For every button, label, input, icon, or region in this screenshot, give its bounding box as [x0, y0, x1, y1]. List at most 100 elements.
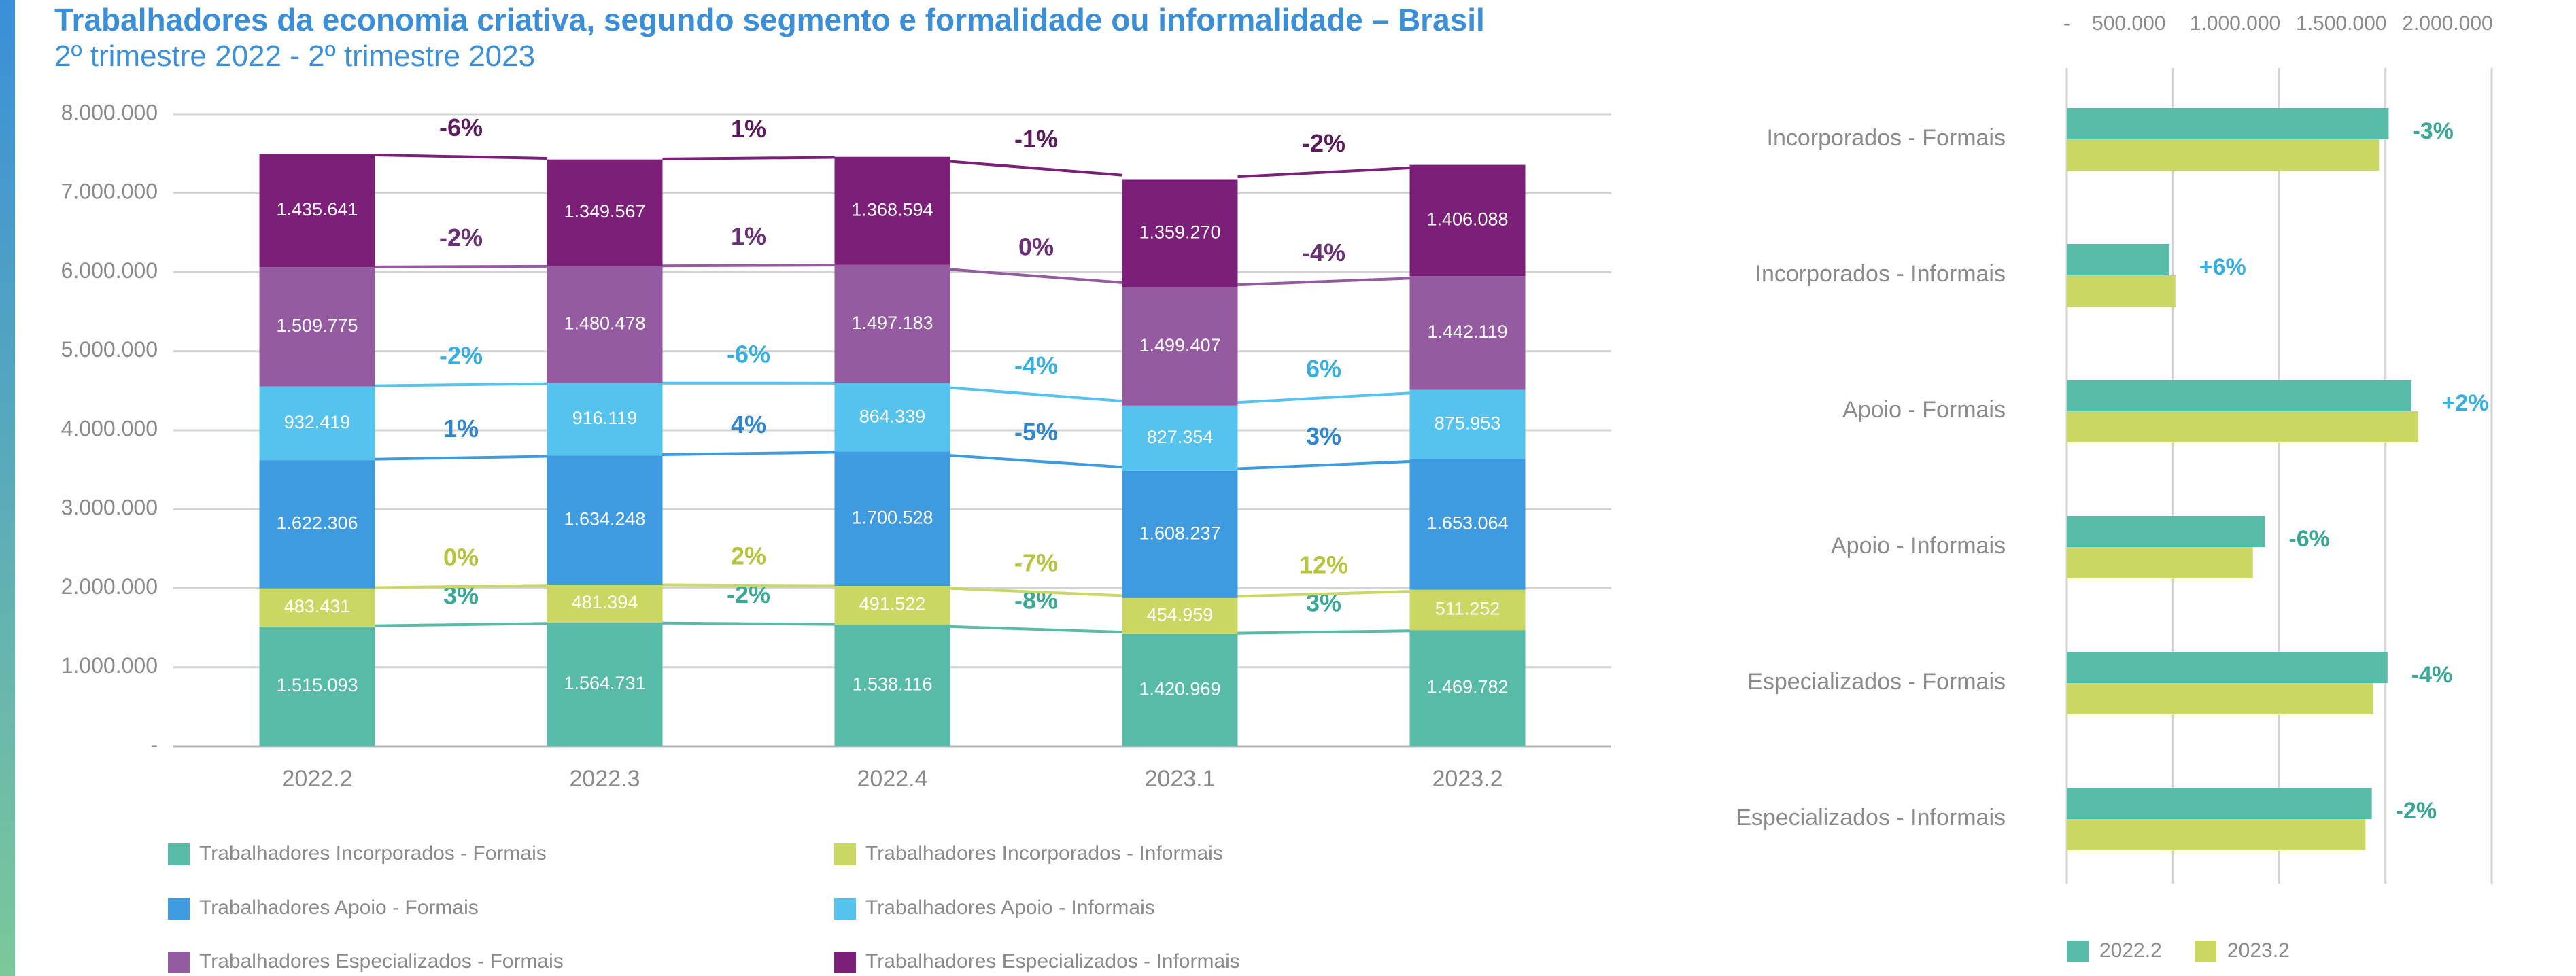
- accent-bar: [0, 0, 15, 976]
- x-tick-label: 1.500.000: [2296, 12, 2386, 35]
- trend-line: [375, 584, 547, 589]
- legend-swatch: [834, 898, 856, 920]
- stacked-bar-segment: [1409, 276, 1526, 390]
- horizontal-bar: [2067, 516, 2265, 547]
- segment-data-label: 1.349.567: [564, 201, 645, 222]
- change-label: +6%: [2199, 254, 2246, 280]
- x-tick-label: 2.000.000: [2402, 12, 2492, 35]
- horizontal-bar: [2067, 411, 2418, 442]
- change-label: 2%: [731, 542, 766, 570]
- change-label: 3%: [1306, 422, 1341, 450]
- horizontal-bar: [2067, 683, 2373, 714]
- horizontal-bar: [2067, 547, 2253, 578]
- change-label: -2%: [2396, 798, 2437, 824]
- change-label: 4%: [731, 411, 766, 438]
- stacked-bar-segment: [259, 267, 375, 387]
- x-tick-label: 2022.4: [857, 766, 928, 792]
- horizontal-bar: [2067, 652, 2388, 683]
- category-label: Incorporados - Informais: [1755, 261, 2006, 287]
- x-tick-label: 1.000.000: [2190, 12, 2280, 35]
- segment-data-label: 916.119: [572, 408, 638, 428]
- segment-data-label: 1.406.088: [1426, 209, 1508, 229]
- legend-label: Trabalhadores Incorporados - Formais: [199, 842, 547, 865]
- trend-line: [950, 386, 1122, 403]
- change-label: -4%: [1014, 351, 1058, 379]
- segment-data-label: 1.509.775: [276, 315, 358, 336]
- segment-data-label: 491.522: [859, 594, 926, 614]
- stacked-bar-segment: [1409, 389, 1526, 459]
- stacked-bar-segment: [259, 588, 375, 627]
- trend-line: [1237, 590, 1410, 598]
- change-label: -1%: [1014, 125, 1058, 153]
- x-tick-label: 2023.2: [1432, 766, 1503, 792]
- trend-line: [662, 451, 835, 456]
- horizontal-bar: [2067, 139, 2380, 171]
- horizontal-bar: [2067, 819, 2366, 850]
- stacked-bar-segment: [1409, 589, 1526, 631]
- x-tick-label: -: [2063, 12, 2070, 35]
- segment-data-label: 1.538.116: [852, 674, 932, 695]
- y-tick-label: 5.000.000: [61, 337, 158, 362]
- legend-label: 2022.2: [2099, 939, 2162, 962]
- stacked-bar-segment: [1122, 633, 1238, 746]
- horizontal-bar: [2067, 380, 2411, 411]
- trend-line: [950, 160, 1122, 177]
- change-label: -6%: [2288, 526, 2329, 552]
- change-label: 12%: [1299, 551, 1348, 578]
- stacked-bar-segment: [259, 460, 375, 589]
- trend-line: [950, 625, 1122, 634]
- legend-label: 2023.2: [2227, 939, 2290, 962]
- x-tick-label: 2022.2: [282, 766, 353, 792]
- x-tick-label: 500.000: [2092, 12, 2165, 35]
- legend-swatch: [2195, 941, 2216, 962]
- segment-data-label: 481.394: [572, 592, 638, 612]
- stacked-bar-segment: [1122, 287, 1238, 406]
- trend-line: [1237, 391, 1410, 404]
- change-label: -5%: [1014, 418, 1058, 446]
- legend-swatch: [168, 843, 190, 865]
- stacked-bar-segment: [547, 383, 663, 456]
- legend-label: Trabalhadores Incorporados - Informais: [865, 842, 1223, 865]
- stacked-bar-segment: [1409, 630, 1526, 746]
- segment-data-label: 932.419: [284, 412, 351, 432]
- segment-data-label: 1.653.064: [1426, 513, 1508, 534]
- change-label: 6%: [1306, 355, 1341, 383]
- y-tick-label: 7.000.000: [61, 179, 158, 204]
- stacked-bar-segment: [1122, 179, 1238, 287]
- change-label: -7%: [1014, 549, 1058, 577]
- stacked-bar-segment: [834, 625, 950, 746]
- chart-subtitle: 2º trimestre 2022 - 2º trimestre 2023: [54, 39, 536, 73]
- stacked-bar-segment: [834, 586, 950, 625]
- stacked-bar-segment: [547, 455, 663, 585]
- stacked-bar-segment: [834, 156, 950, 265]
- stacked-bar-segment: [547, 623, 663, 746]
- stacked-bar-segment: [1122, 470, 1238, 598]
- stacked-bar-segment: [547, 159, 663, 266]
- change-label: -3%: [2412, 118, 2453, 144]
- horizontal-bar: [2067, 788, 2372, 819]
- segment-data-label: 864.339: [859, 406, 926, 426]
- legend-label: Trabalhadores Apoio - Informais: [865, 896, 1155, 919]
- segment-data-label: 511.252: [1435, 599, 1500, 619]
- segment-data-label: 1.634.248: [564, 508, 645, 529]
- stacked-bar-segment: [834, 264, 950, 383]
- change-label: -6%: [439, 114, 483, 141]
- legend-swatch: [168, 952, 190, 973]
- change-label: 1%: [731, 222, 766, 250]
- segment-data-label: 1.359.270: [1139, 222, 1220, 243]
- segment-data-label: 1.515.093: [276, 675, 358, 695]
- segment-data-label: 1.622.306: [276, 513, 358, 534]
- segment-data-label: 483.431: [284, 596, 351, 616]
- trend-line: [375, 455, 547, 461]
- segment-data-label: 1.497.183: [851, 313, 933, 333]
- change-label: -2%: [1302, 129, 1345, 157]
- chart-title: Trabalhadores da economia criativa, segu…: [54, 2, 1485, 37]
- legend-swatch: [168, 898, 190, 920]
- stacked-bar-segment: [547, 585, 663, 623]
- trend-line: [662, 583, 835, 587]
- stacked-bar-segment: [1122, 597, 1238, 634]
- stacked-bar-segment: [259, 154, 375, 268]
- category-label: Apoio - Informais: [1831, 533, 2006, 559]
- y-tick-label: 8.000.000: [61, 100, 158, 124]
